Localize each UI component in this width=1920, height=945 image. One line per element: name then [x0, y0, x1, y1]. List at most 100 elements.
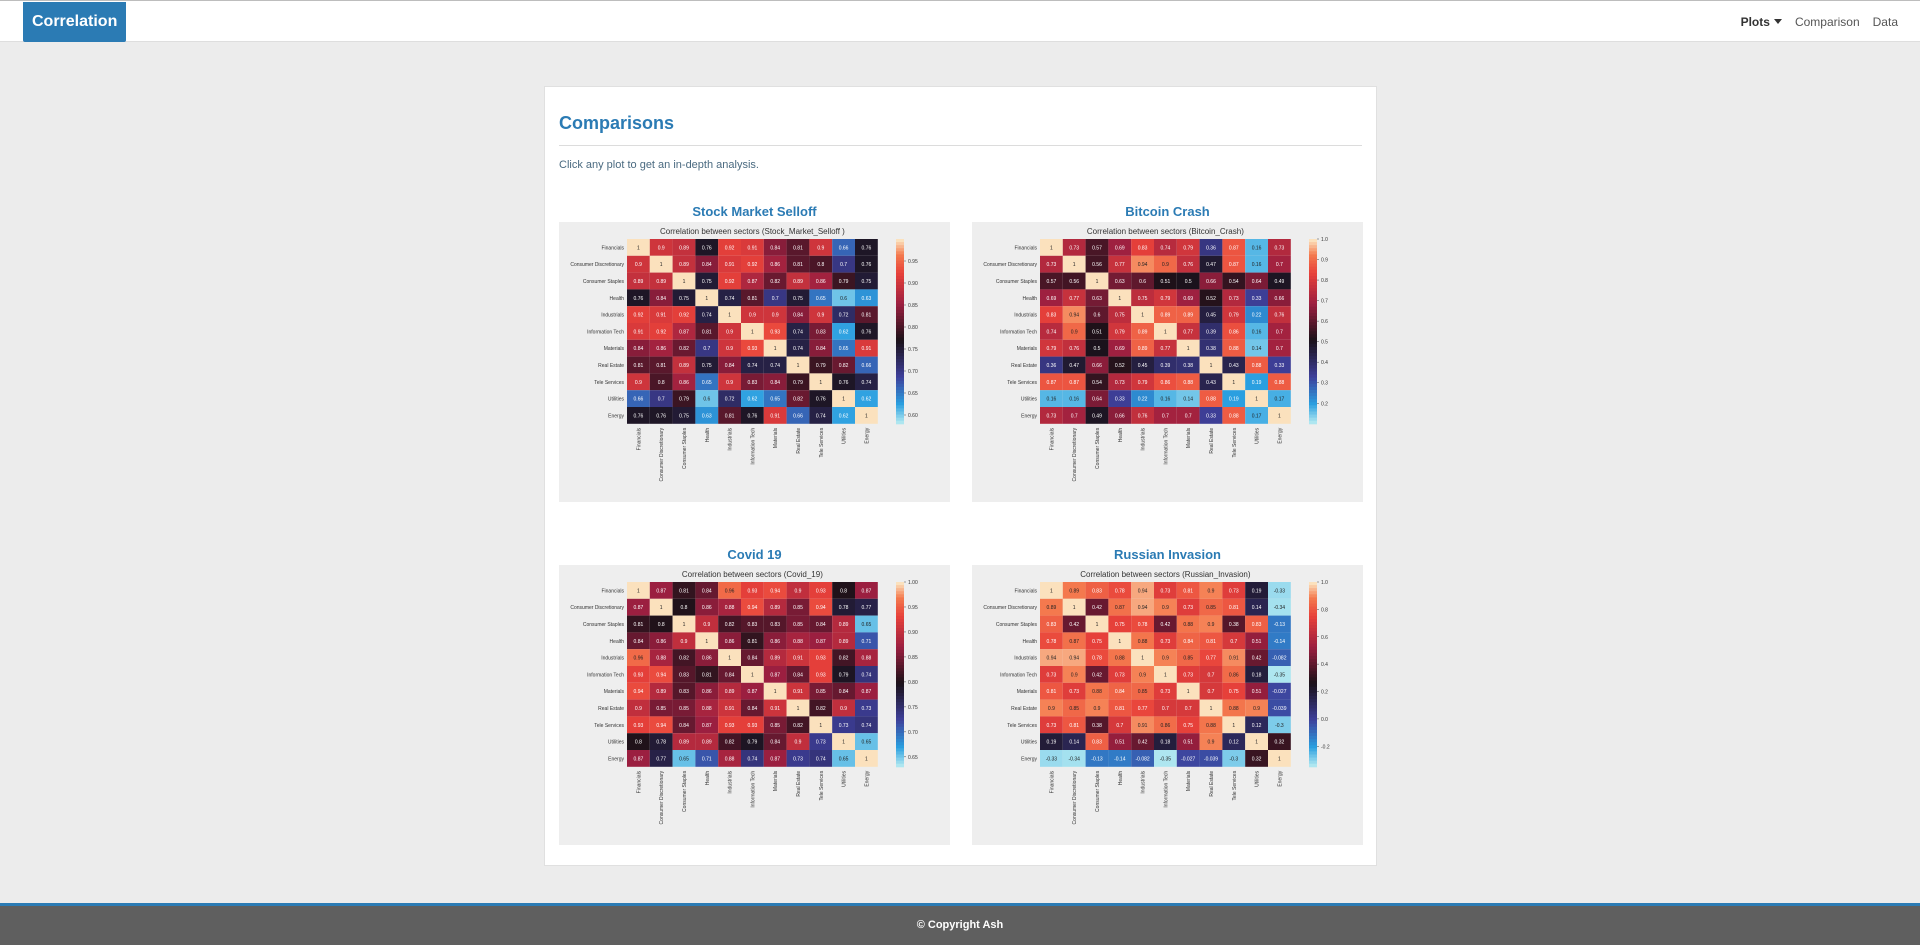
heatmap-cell[interactable] [1199, 356, 1223, 374]
heatmap-cell[interactable] [741, 255, 764, 273]
heatmap-cell[interactable] [1222, 272, 1246, 290]
heatmap-cell[interactable] [1268, 598, 1291, 616]
heatmap-cell[interactable] [763, 289, 787, 307]
heatmap-cell[interactable] [809, 306, 833, 323]
heatmap-cell[interactable] [1176, 339, 1200, 357]
heatmap-cell[interactable] [1245, 699, 1268, 717]
heatmap-cell[interactable] [809, 582, 833, 599]
heatmap-cell[interactable] [741, 598, 764, 616]
heatmap-cell[interactable] [741, 289, 764, 307]
heatmap-cell[interactable] [1062, 339, 1086, 357]
heatmap-cell[interactable] [855, 323, 878, 340]
heatmap-cell[interactable] [1154, 407, 1177, 424]
heatmap-cell[interactable] [809, 716, 833, 734]
heatmap-cell[interactable] [1085, 750, 1109, 767]
heatmap-cell[interactable] [627, 272, 650, 290]
heatmap-cell[interactable] [695, 666, 719, 683]
heatmap-cell[interactable] [695, 289, 719, 307]
heatmap-covid-19[interactable]: Correlation between sectors (Covid_19) 1 0… [559, 565, 950, 845]
heatmap-cell[interactable] [1222, 666, 1246, 683]
heatmap-cell[interactable] [855, 615, 878, 633]
heatmap-cell[interactable] [855, 373, 878, 391]
heatmap-cell[interactable] [672, 699, 696, 717]
heatmap-cell[interactable] [855, 239, 878, 256]
heatmap-cell[interactable] [1176, 323, 1200, 340]
heatmap-cell[interactable] [832, 339, 855, 357]
heatmap-cell[interactable] [672, 682, 696, 700]
heatmap-cell[interactable] [1154, 390, 1177, 407]
heatmap-cell[interactable] [832, 666, 855, 683]
heatmap-cell[interactable] [1222, 323, 1246, 340]
heatmap-cell[interactable] [1245, 339, 1268, 357]
heatmap-cell[interactable] [1176, 306, 1200, 323]
heatmap-cell[interactable] [1268, 339, 1291, 357]
heatmap-cell[interactable] [672, 632, 696, 650]
heatmap-cell[interactable] [1176, 716, 1200, 734]
heatmap-cell[interactable] [1222, 582, 1246, 599]
heatmap-cell[interactable] [1108, 615, 1132, 633]
heatmap-cell[interactable] [1108, 598, 1132, 616]
heatmap-cell[interactable] [786, 733, 810, 750]
heatmap-cell[interactable] [1176, 750, 1200, 767]
heatmap-cell[interactable] [1108, 289, 1132, 307]
heatmap-cell[interactable] [809, 255, 833, 273]
heatmap-cell[interactable] [1268, 323, 1291, 340]
heatmap-cell[interactable] [627, 356, 650, 374]
heatmap-cell[interactable] [1108, 255, 1132, 273]
heatmap-cell[interactable] [627, 699, 650, 717]
heatmap-cell[interactable] [1154, 255, 1177, 273]
heatmap-cell[interactable] [763, 716, 787, 734]
heatmap-cell[interactable] [1245, 390, 1268, 407]
heatmap-cell[interactable] [1108, 306, 1132, 323]
heatmap-cell[interactable] [809, 356, 833, 374]
plot-title[interactable]: Bitcoin Crash [1125, 204, 1210, 219]
heatmap-cell[interactable] [1154, 615, 1177, 633]
heatmap-cell[interactable] [1268, 306, 1291, 323]
heatmap-cell[interactable] [763, 598, 787, 616]
heatmap-cell[interactable] [1085, 632, 1109, 650]
heatmap-cell[interactable] [672, 373, 696, 391]
heatmap-cell[interactable] [1131, 649, 1154, 666]
heatmap-cell[interactable] [1176, 289, 1200, 307]
heatmap-cell[interactable] [1131, 239, 1154, 256]
heatmap-cell[interactable] [1040, 373, 1063, 391]
heatmap-cell[interactable] [1108, 716, 1132, 734]
heatmap-cell[interactable] [855, 407, 878, 424]
heatmap-cell[interactable] [1131, 255, 1154, 273]
heatmap-cell[interactable] [718, 682, 741, 700]
heatmap-cell[interactable] [695, 582, 719, 599]
heatmap-cell[interactable] [649, 323, 673, 340]
heatmap-cell[interactable] [695, 750, 719, 767]
heatmap-cell[interactable] [1268, 390, 1291, 407]
heatmap-cell[interactable] [1154, 682, 1177, 700]
heatmap-cell[interactable] [1085, 682, 1109, 700]
heatmap-cell[interactable] [1085, 373, 1109, 391]
heatmap-cell[interactable] [672, 289, 696, 307]
heatmap-cell[interactable] [809, 632, 833, 650]
heatmap-cell[interactable] [718, 598, 741, 616]
heatmap-cell[interactable] [1245, 615, 1268, 633]
heatmap-cell[interactable] [718, 272, 741, 290]
heatmap-cell[interactable] [649, 390, 673, 407]
heatmap-cell[interactable] [1131, 598, 1154, 616]
heatmap-cell[interactable] [1199, 750, 1223, 767]
heatmap-cell[interactable] [649, 598, 673, 616]
heatmap-cell[interactable] [1108, 632, 1132, 650]
heatmap-cell[interactable] [695, 716, 719, 734]
heatmap-cell[interactable] [718, 356, 741, 374]
heatmap-cell[interactable] [1245, 666, 1268, 683]
heatmap-cell[interactable] [1062, 682, 1086, 700]
heatmap-cell[interactable] [855, 306, 878, 323]
heatmap-cell[interactable] [1176, 356, 1200, 374]
heatmap-cell[interactable] [855, 272, 878, 290]
heatmap-cell[interactable] [741, 615, 764, 633]
heatmap-cell[interactable] [1040, 407, 1063, 424]
heatmap-cell[interactable] [1062, 289, 1086, 307]
heatmap-cell[interactable] [1176, 615, 1200, 633]
heatmap-cell[interactable] [1062, 407, 1086, 424]
heatmap-cell[interactable] [1040, 699, 1063, 717]
heatmap-cell[interactable] [1176, 682, 1200, 700]
heatmap-cell[interactable] [649, 373, 673, 391]
heatmap-cell[interactable] [1062, 373, 1086, 391]
heatmap-cell[interactable] [627, 407, 650, 424]
